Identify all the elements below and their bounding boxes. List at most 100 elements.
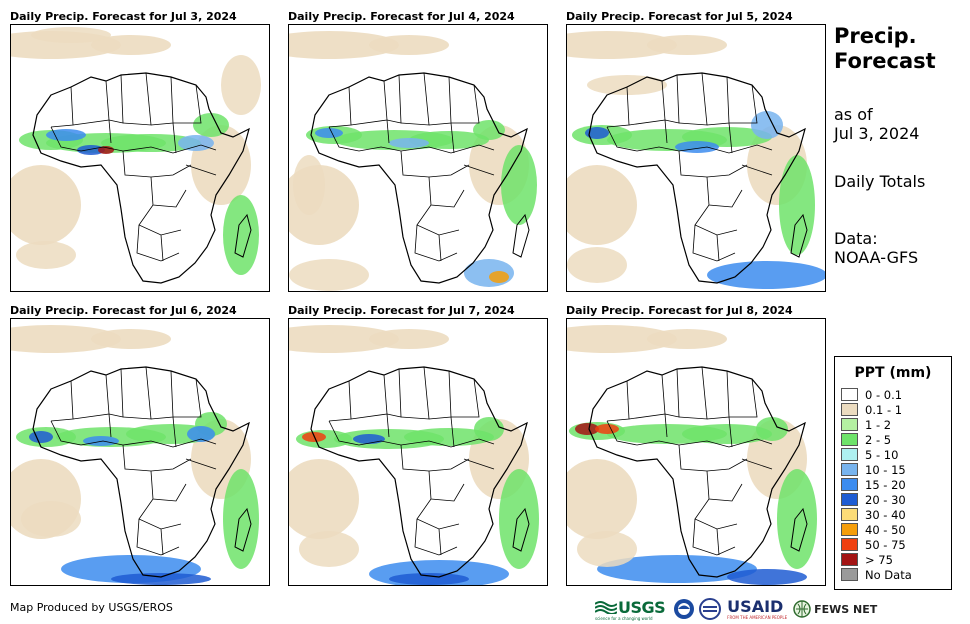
legend-item: 0 - 0.1 [841,387,951,402]
country-border [150,370,174,420]
usaid-logo: USAID FROM THE AMERICAN PEOPLE [727,596,788,620]
country-border [428,470,465,502]
coastline [32,366,250,578]
country-border [606,126,638,152]
country-border [463,458,495,470]
noaa-logo-icon [674,599,695,619]
country-border [108,413,112,438]
dry-area [647,35,727,55]
legend-item: > 75 [841,552,951,567]
rain-area [501,145,537,225]
legend-swatch [841,433,858,446]
precip-map [288,24,548,292]
country-border [350,80,388,126]
precip-map [288,318,548,586]
country-border [729,378,758,418]
country-border [358,144,495,154]
rain-area [187,426,215,442]
country-border [678,150,748,178]
legend-swatch [841,478,858,491]
country-border [450,416,455,448]
country-border [185,164,217,176]
dry-area [289,459,359,539]
rain-area [575,423,599,435]
country-border [72,80,110,126]
legend-label: 30 - 40 [865,507,906,522]
rain-area [409,131,489,149]
country-border [451,378,480,418]
rain-area [31,27,111,43]
data-source: NOAA-GFS [834,248,919,267]
country-border [664,119,668,144]
rain-area [597,555,757,583]
dry-area [289,325,399,353]
country-border [706,470,743,502]
legend-item: 30 - 40 [841,507,951,522]
side-info: Precip. Forecast as of Jul 3, 2024 Daily… [834,24,964,267]
rain-area [682,424,772,444]
country-border [122,150,192,178]
country-border [185,458,217,470]
coastline [310,72,528,284]
rain-area [46,129,86,141]
country-border [428,176,465,208]
country-border [706,176,743,208]
legend-item: 0.1 - 1 [841,402,951,417]
madagascar-outline [790,213,808,258]
country-border [172,416,177,448]
agency-logos: USGS science for a changing world USAID … [595,596,878,621]
country-border [386,368,402,418]
legend-label: 15 - 20 [865,477,906,492]
rain-area [585,127,609,139]
rain-area [464,259,514,287]
legend-item: 1 - 2 [841,417,951,432]
dry-area [647,329,727,349]
rain-area [293,155,325,215]
africa-map-svg [567,31,825,289]
country-border [386,413,390,438]
country-border [50,420,82,446]
country-border [80,144,217,154]
rain-area [587,75,667,95]
country-border [678,72,708,126]
dry-area [91,35,171,55]
panel-title: Daily Precip. Forecast for Jul 8, 2024 [566,304,793,317]
rain-area [751,111,783,139]
country-border [50,126,82,152]
country-border [664,368,680,418]
rain-area [111,573,211,585]
rain-area [675,141,719,153]
country-border [72,374,110,420]
country-border [729,84,758,124]
country-border [150,176,187,208]
country-border [400,72,430,126]
producer-credit: Map Produced by USGS/EROS [10,601,173,614]
country-border [428,370,452,420]
rain-area [567,247,627,283]
country-border [692,224,736,262]
legend-label: 5 - 10 [865,447,899,462]
dry-area [289,31,399,59]
africa-map-svg [11,325,259,585]
country-border [160,528,164,556]
dry-area [567,31,677,59]
rain-area [777,469,817,569]
legend-item: 40 - 50 [841,522,951,537]
country-border [328,126,360,152]
precip-map [10,318,270,586]
legend-swatch [841,523,858,536]
country-border [400,150,470,178]
asof-line1: as of [834,105,873,124]
panel-title: Daily Precip. Forecast for Jul 7, 2024 [288,304,515,317]
country-border [173,378,202,418]
country-border [741,164,773,176]
country-border [664,74,680,124]
country-border [741,458,773,470]
side-title-line2: Forecast [834,49,936,73]
rain-area [178,135,214,151]
country-border [636,144,773,154]
country-border [50,86,74,128]
madagascar-outline [790,507,808,552]
legend-swatch [841,448,858,461]
rain-area [21,501,81,537]
